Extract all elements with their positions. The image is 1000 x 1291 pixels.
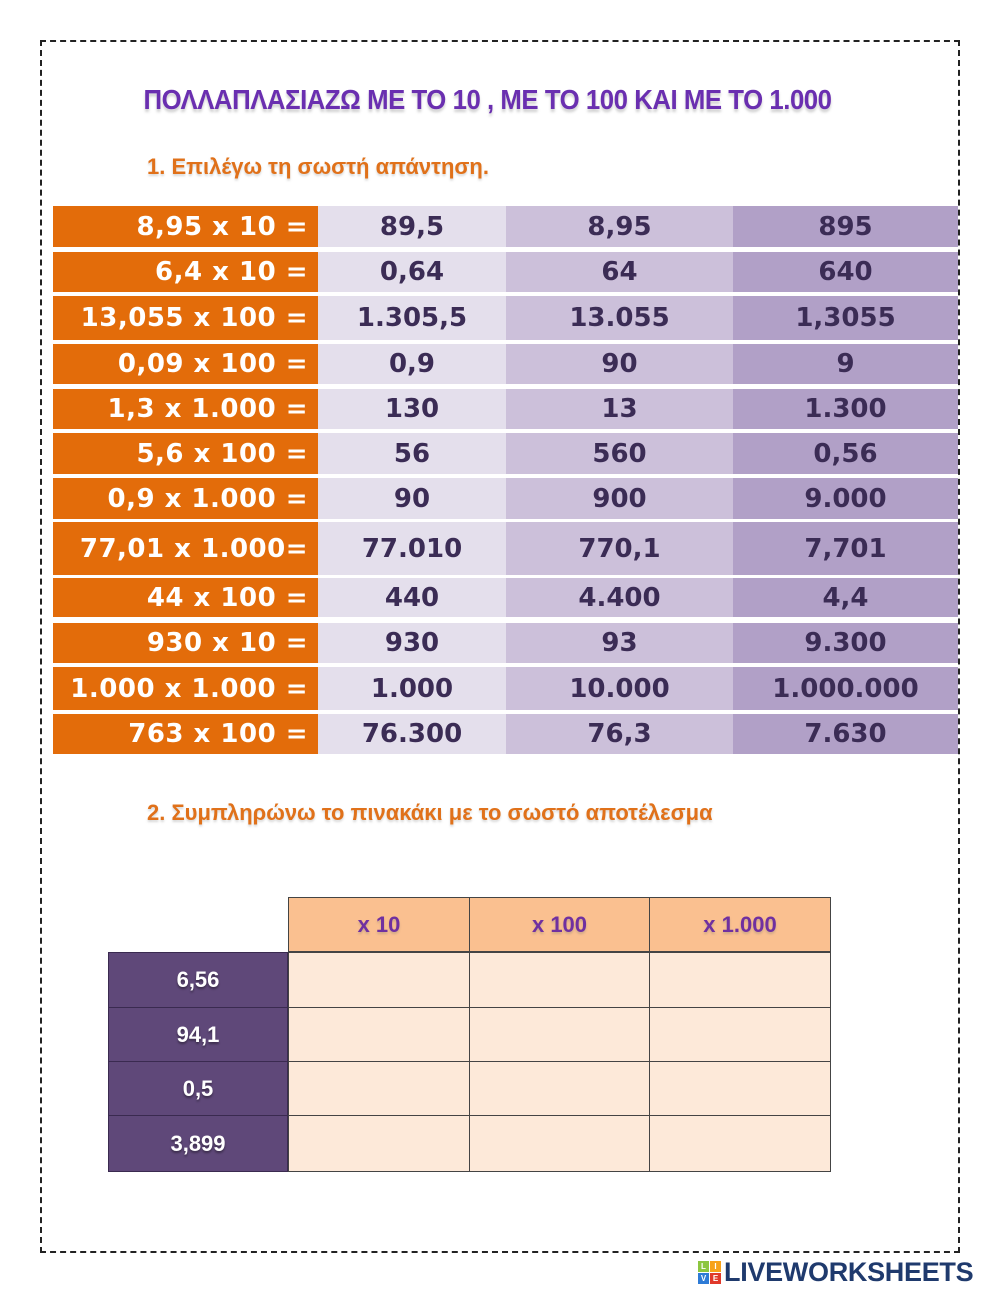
column-header: x 10 [288, 897, 470, 952]
question-row: 1,3 x 1.000 = 130 13 1.300 [53, 389, 958, 429]
answer-option-3[interactable]: 4,4 [733, 578, 958, 617]
answer-input[interactable] [288, 952, 470, 1008]
answer-option-2[interactable]: 93 [506, 623, 733, 663]
question-row: 77,01 x 1.000= 77.010 770,1 7,701 [53, 522, 958, 575]
question-cell: 6,4 x 10 = [53, 252, 318, 292]
brand-name: LIVEWORKSHEETS [724, 1257, 974, 1287]
question-cell: 77,01 x 1.000= [53, 522, 318, 575]
question-row: 5,6 x 100 = 56 560 0,56 [53, 433, 958, 474]
answer-input[interactable] [649, 1115, 831, 1172]
answer-option-3[interactable]: 640 [733, 252, 958, 292]
answer-option-1[interactable]: 90 [318, 478, 506, 519]
answer-option-1[interactable]: 56 [318, 433, 506, 474]
question-row: 763 x 100 = 76.300 76,3 7.630 [53, 714, 958, 754]
logo-letter-tile: I [710, 1261, 721, 1272]
answer-input[interactable] [288, 1115, 470, 1172]
row-label: 94,1 [108, 1007, 288, 1062]
question-cell: 1,3 x 1.000 = [53, 389, 318, 429]
answer-option-3[interactable]: 9.300 [733, 623, 958, 663]
page-title: ΠΟΛΛΑΠΛΑΣΙΑΖΩ ΜΕ ΤΟ 10 , ΜΕ ΤΟ 100 ΚΑΙ Μ… [143, 84, 832, 115]
answer-input[interactable] [469, 1115, 650, 1172]
answer-option-1[interactable]: 1.305,5 [318, 296, 506, 340]
answer-option-2[interactable]: 64 [506, 252, 733, 292]
question-row: 13,055 x 100 = 1.305,5 13.055 1,3055 [53, 296, 958, 340]
exercise2-heading: 2. Συμπληρώνω το πινακάκι με το σωστό απ… [147, 800, 713, 825]
answer-input[interactable] [469, 1007, 650, 1062]
question-row: 0,9 x 1.000 = 90 900 9.000 [53, 478, 958, 519]
question-row: 6,4 x 10 = 0,64 64 640 [53, 252, 958, 292]
question-row: 44 x 100 = 440 4.400 4,4 [53, 578, 958, 617]
answer-option-1[interactable]: 0,64 [318, 252, 506, 292]
question-row: 8,95 x 10 = 89,5 8,95 895 [53, 206, 958, 247]
question-row: 930 x 10 = 930 93 9.300 [53, 623, 958, 663]
answer-option-3[interactable]: 9.000 [733, 478, 958, 519]
question-cell: 44 x 100 = [53, 578, 318, 617]
answer-input[interactable] [649, 1061, 831, 1116]
question-row: 0,09 x 100 = 0,9 90 9 [53, 344, 958, 384]
answer-option-3[interactable]: 7.630 [733, 714, 958, 754]
column-header: x 100 [469, 897, 650, 952]
question-cell: 8,95 x 10 = [53, 206, 318, 247]
answer-option-1[interactable]: 930 [318, 623, 506, 663]
answer-option-3[interactable]: 1.300 [733, 389, 958, 429]
answer-input[interactable] [649, 1007, 831, 1062]
logo-letter-tile: L [698, 1261, 709, 1272]
answer-option-3[interactable]: 0,56 [733, 433, 958, 474]
answer-input[interactable] [288, 1061, 470, 1116]
answer-option-2[interactable]: 13.055 [506, 296, 733, 340]
worksheet-border [40, 40, 960, 1253]
answer-option-3[interactable]: 895 [733, 206, 958, 247]
answer-option-2[interactable]: 4.400 [506, 578, 733, 617]
question-cell: 0,09 x 100 = [53, 344, 318, 384]
answer-input[interactable] [649, 952, 831, 1008]
question-cell: 763 x 100 = [53, 714, 318, 754]
logo-letter-tile: V [698, 1273, 709, 1284]
question-cell: 5,6 x 100 = [53, 433, 318, 474]
answer-option-1[interactable]: 77.010 [318, 522, 506, 575]
answer-option-2[interactable]: 10.000 [506, 667, 733, 710]
answer-option-1[interactable]: 440 [318, 578, 506, 617]
answer-option-2[interactable]: 90 [506, 344, 733, 384]
answer-option-2[interactable]: 8,95 [506, 206, 733, 247]
answer-option-1[interactable]: 76.300 [318, 714, 506, 754]
answer-input[interactable] [288, 1007, 470, 1062]
answer-option-3[interactable]: 7,701 [733, 522, 958, 575]
answer-input[interactable] [469, 952, 650, 1008]
answer-option-3[interactable]: 9 [733, 344, 958, 384]
answer-option-2[interactable]: 560 [506, 433, 733, 474]
answer-option-2[interactable]: 770,1 [506, 522, 733, 575]
question-cell: 0,9 x 1.000 = [53, 478, 318, 519]
answer-option-1[interactable]: 0,9 [318, 344, 506, 384]
answer-option-2[interactable]: 13 [506, 389, 733, 429]
answer-option-2[interactable]: 900 [506, 478, 733, 519]
answer-option-2[interactable]: 76,3 [506, 714, 733, 754]
logo-letter-tile: E [710, 1273, 721, 1284]
question-cell: 1.000 x 1.000 = [53, 667, 318, 710]
question-cell: 13,055 x 100 = [53, 296, 318, 340]
question-row: 1.000 x 1.000 = 1.000 10.000 1.000.000 [53, 667, 958, 710]
answer-option-1[interactable]: 89,5 [318, 206, 506, 247]
answer-option-1[interactable]: 1.000 [318, 667, 506, 710]
answer-input[interactable] [469, 1061, 650, 1116]
column-header: x 1.000 [649, 897, 831, 952]
answer-option-3[interactable]: 1,3055 [733, 296, 958, 340]
row-label: 3,899 [108, 1115, 288, 1172]
row-label: 6,56 [108, 952, 288, 1008]
question-cell: 930 x 10 = [53, 623, 318, 663]
answer-option-1[interactable]: 130 [318, 389, 506, 429]
exercise1-heading: 1. Επιλέγω τη σωστή απάντηση. [147, 154, 489, 179]
row-label: 0,5 [108, 1061, 288, 1116]
answer-option-3[interactable]: 1.000.000 [733, 667, 958, 710]
